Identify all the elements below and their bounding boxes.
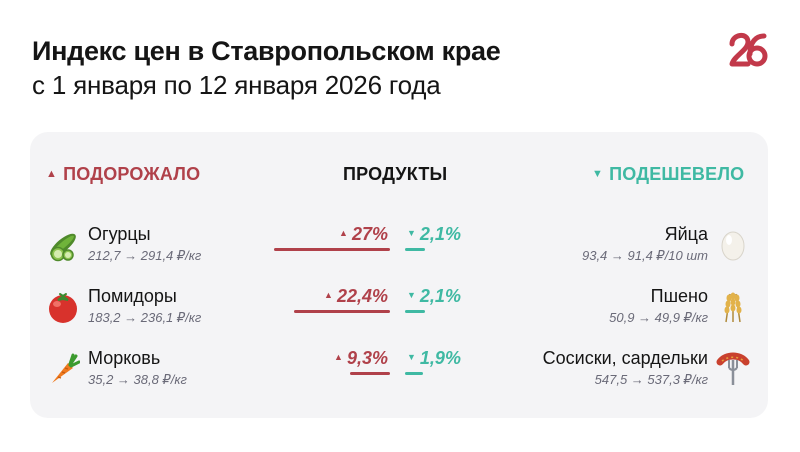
- product-price: 50,9 → 49,9 ₽/кг: [609, 310, 708, 325]
- egg-icon: [721, 231, 745, 261]
- product-price: 35,2 → 38,8 ₽/кг: [88, 372, 187, 387]
- bar-down: [405, 248, 425, 251]
- triangle-down-icon: ▼: [407, 352, 416, 362]
- tomato-icon: [49, 293, 77, 323]
- bar-up: [273, 248, 390, 251]
- product-price: 547,5 → 537,3 ₽/кг: [594, 372, 708, 387]
- page-title: Индекс цен в Ставропольском крае: [32, 36, 501, 66]
- price-row: Помидоры 183,2 → 236,1 ₽/кг ▲ 22,4% ▼ 2,1%…: [0, 286, 800, 350]
- product-name: Морковь: [88, 348, 161, 368]
- triangle-up-icon: ▲: [324, 290, 333, 300]
- cucumber-icon: [50, 233, 76, 262]
- logo-26-icon: [729, 33, 768, 67]
- percent-up: ▲ 27%: [339, 224, 388, 244]
- bar-down: [405, 310, 425, 313]
- header-price-down: ▼ ПОДЕШЕВЕЛО: [592, 164, 745, 184]
- percent-down: ▼ 2,1%: [407, 286, 461, 306]
- percent-up: ▲ 9,3%: [334, 348, 388, 368]
- product-name: Яйца: [664, 224, 708, 244]
- header-price-up: ▲ ПОДОРОЖАЛО: [46, 164, 201, 184]
- bar-up: [350, 372, 390, 375]
- page-subtitle: с 1 января по 12 января 2026 года: [32, 70, 441, 100]
- product-price: 183,2 → 236,1 ₽/кг: [88, 310, 202, 325]
- triangle-down-icon: ▼: [592, 168, 604, 180]
- triangle-up-icon: ▲: [46, 168, 58, 180]
- triangle-up-icon: ▲: [339, 228, 348, 238]
- percent-up: ▲ 22,4%: [324, 286, 388, 306]
- sausage-icon: [716, 352, 750, 385]
- percent-down: ▼ 1,9%: [407, 348, 461, 368]
- product-price: 93,4 → 91,4 ₽/10 шт: [581, 248, 708, 263]
- price-index-panel: [30, 132, 768, 418]
- carrot-icon: [52, 353, 80, 383]
- product-name: Сосиски, сардельки: [542, 348, 708, 368]
- millet-icon: [724, 292, 742, 323]
- bar-down: [405, 372, 424, 375]
- price-row: Огурцы 212,7 → 291,4 ₽/кг ▲ 27% ▼ 2,1% Яйц…: [0, 224, 800, 288]
- header-products: ПРОДУКТЫ: [343, 164, 448, 184]
- product-name: Помидоры: [88, 286, 177, 306]
- price-row: Морковь 35,2 → 38,8 ₽/кг ▲ 9,3% ▼ 1,9% Сос…: [0, 348, 800, 412]
- triangle-up-icon: ▲: [334, 352, 343, 362]
- percent-down: ▼ 2,1%: [407, 224, 461, 244]
- product-name: Огурцы: [88, 224, 151, 244]
- triangle-down-icon: ▼: [407, 228, 416, 238]
- product-price: 212,7 → 291,4 ₽/кг: [88, 248, 202, 263]
- product-name: Пшено: [650, 286, 708, 306]
- triangle-down-icon: ▼: [407, 290, 416, 300]
- bar-up: [293, 310, 390, 313]
